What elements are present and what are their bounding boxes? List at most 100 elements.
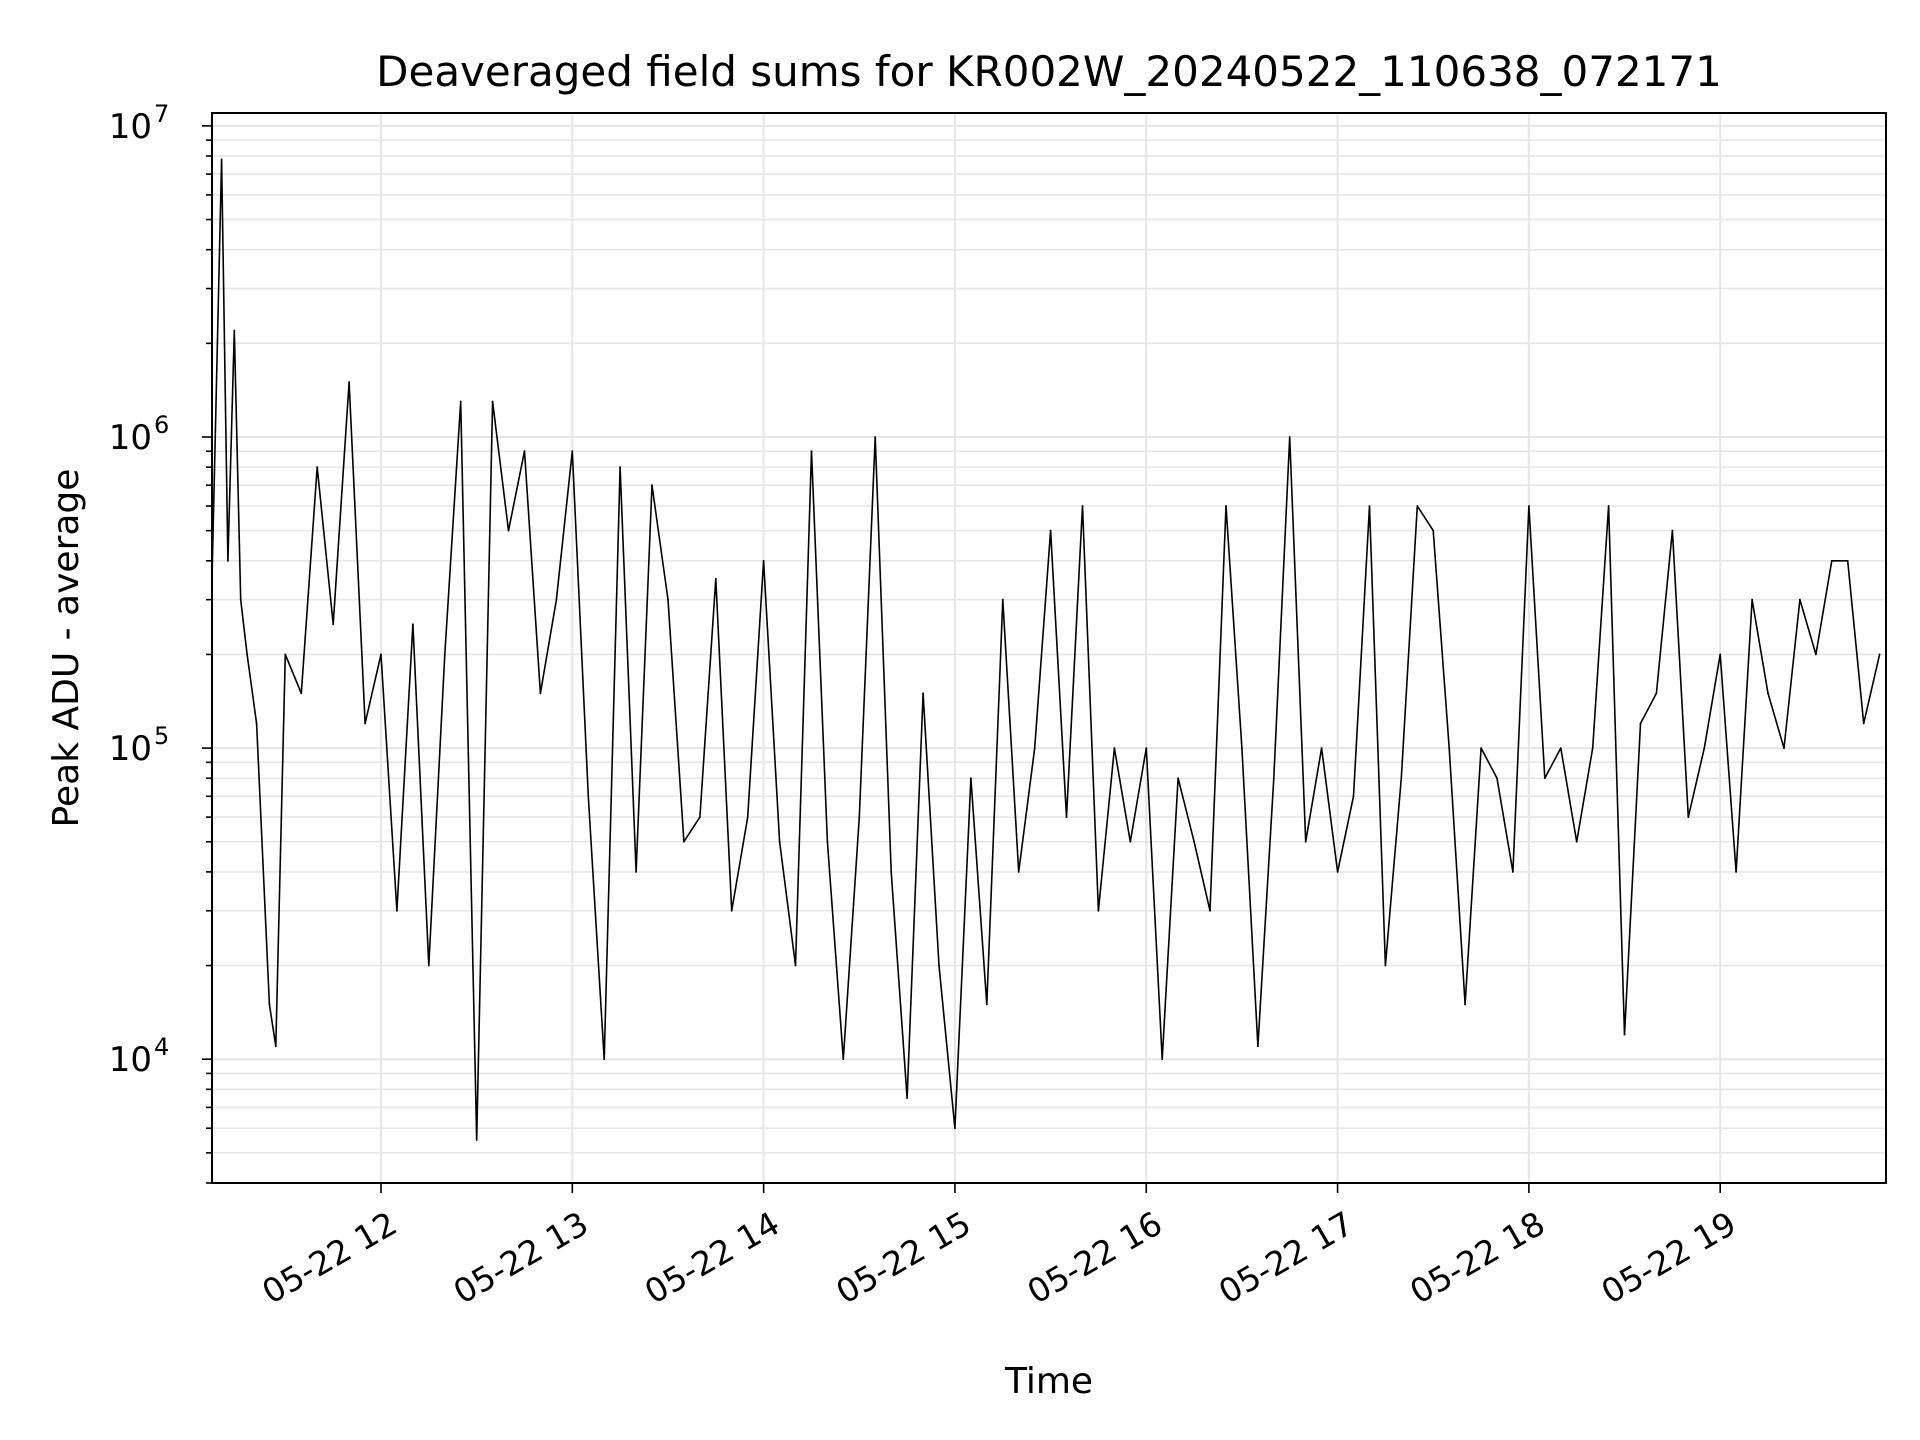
data-point: [1001, 598, 1004, 601]
data-point: [1288, 436, 1291, 438]
data-point: [539, 692, 542, 695]
data-point: [1846, 559, 1849, 562]
data-point: [985, 1003, 988, 1006]
data-point: [555, 598, 558, 601]
data-point: [1272, 777, 1275, 780]
data-point: [778, 840, 781, 843]
data-point: [443, 653, 446, 656]
y-tick-label: 10: [109, 729, 152, 769]
data-point: [1113, 747, 1116, 749]
data-point: [268, 1003, 271, 1006]
data-point: [1878, 653, 1881, 656]
y-tick-exponent: 4: [154, 1033, 169, 1061]
data-point: [1304, 840, 1307, 843]
data-point: [1065, 816, 1068, 818]
x-tick-label: 05-22 14: [638, 1204, 786, 1312]
data-point: [1336, 871, 1339, 873]
data-point: [1591, 747, 1594, 749]
plot-frame: [211, 112, 1887, 1184]
data-point: [1416, 505, 1419, 507]
data-point: [603, 1058, 606, 1061]
data-point: [255, 722, 258, 725]
data-point: [1129, 840, 1132, 843]
data-point: [842, 1058, 845, 1061]
data-point: [1049, 529, 1052, 532]
data-point: [475, 1139, 478, 1141]
data-point: [332, 623, 335, 626]
data-point: [970, 777, 972, 780]
data-point: [1512, 871, 1514, 873]
data-point: [1320, 747, 1323, 749]
x-axis-label: Time: [1004, 1361, 1093, 1402]
data-point: [1703, 747, 1706, 749]
data-point: [1830, 559, 1833, 562]
data-point: [396, 909, 398, 912]
data-point: [826, 840, 829, 843]
data-point: [730, 909, 733, 912]
series: [211, 158, 1881, 1141]
data-point: [1607, 505, 1610, 507]
x-tick-label: 05-22 19: [1595, 1204, 1743, 1312]
data-point: [239, 598, 242, 601]
data-point: [1639, 722, 1642, 725]
data-point: [380, 653, 382, 656]
data-point: [1799, 598, 1801, 601]
data-point: [1559, 747, 1562, 749]
data-point: [683, 840, 685, 843]
data-point: [284, 653, 287, 656]
data-point: [1815, 653, 1817, 656]
data-point: [459, 400, 462, 403]
data-point: [1097, 909, 1100, 912]
data-point: [1145, 747, 1148, 749]
data-point: [1480, 747, 1482, 749]
y-tick-exponent: 5: [154, 722, 169, 750]
x-tick-label: 05-22 15: [829, 1204, 977, 1312]
data-point: [1193, 840, 1195, 843]
data-point: [1368, 505, 1371, 507]
x-tick-label: 05-22 12: [255, 1204, 403, 1312]
data-point: [1448, 747, 1451, 749]
y-tick-exponent: 6: [154, 411, 169, 439]
data-point: [300, 692, 303, 695]
data-point: [523, 450, 526, 453]
x-tick-label: 05-22 17: [1212, 1204, 1360, 1312]
data-point: [1687, 816, 1690, 818]
data-point: [938, 964, 940, 967]
data-point: [427, 964, 430, 967]
data-point: [1081, 505, 1084, 507]
y-tick-label: 10: [109, 418, 152, 458]
data-point: [1767, 692, 1769, 695]
data-point: [762, 559, 765, 562]
data-point: [810, 450, 813, 453]
data-point: [1735, 871, 1737, 873]
ticks: 05-22 12 05-22 13 05-22 14 05-22 15 05-22 16…: [109, 100, 1743, 1312]
data-point: [507, 529, 510, 532]
data-point: [412, 623, 414, 626]
grid: [212, 113, 1886, 1184]
data-point: [1496, 777, 1498, 780]
data-point: [890, 871, 893, 873]
data-point: [246, 653, 249, 656]
data-point: [491, 400, 494, 403]
data-point: [274, 1045, 277, 1048]
data-point: [1783, 747, 1785, 749]
data-point: [699, 816, 701, 818]
data-point: [1257, 1045, 1259, 1048]
data-point: [1543, 777, 1546, 780]
data-point: [954, 1127, 956, 1130]
data-point: [1432, 529, 1435, 532]
data-point: [1033, 747, 1036, 749]
y-tick-exponent: 7: [154, 100, 169, 128]
data-point: [1655, 692, 1658, 695]
data-point: [1177, 777, 1179, 780]
data-point: [922, 692, 924, 695]
x-tick-label: 05-22 16: [1021, 1204, 1169, 1312]
data-point: [635, 871, 637, 873]
data-point: [1671, 529, 1674, 532]
data-point: [1751, 598, 1753, 601]
chart-title: Deaveraged field sums for KR002W_2024052…: [376, 47, 1722, 96]
data-point: [587, 795, 590, 798]
data-point: [233, 329, 236, 332]
data-point: [1225, 505, 1227, 507]
data-point: [619, 466, 621, 468]
